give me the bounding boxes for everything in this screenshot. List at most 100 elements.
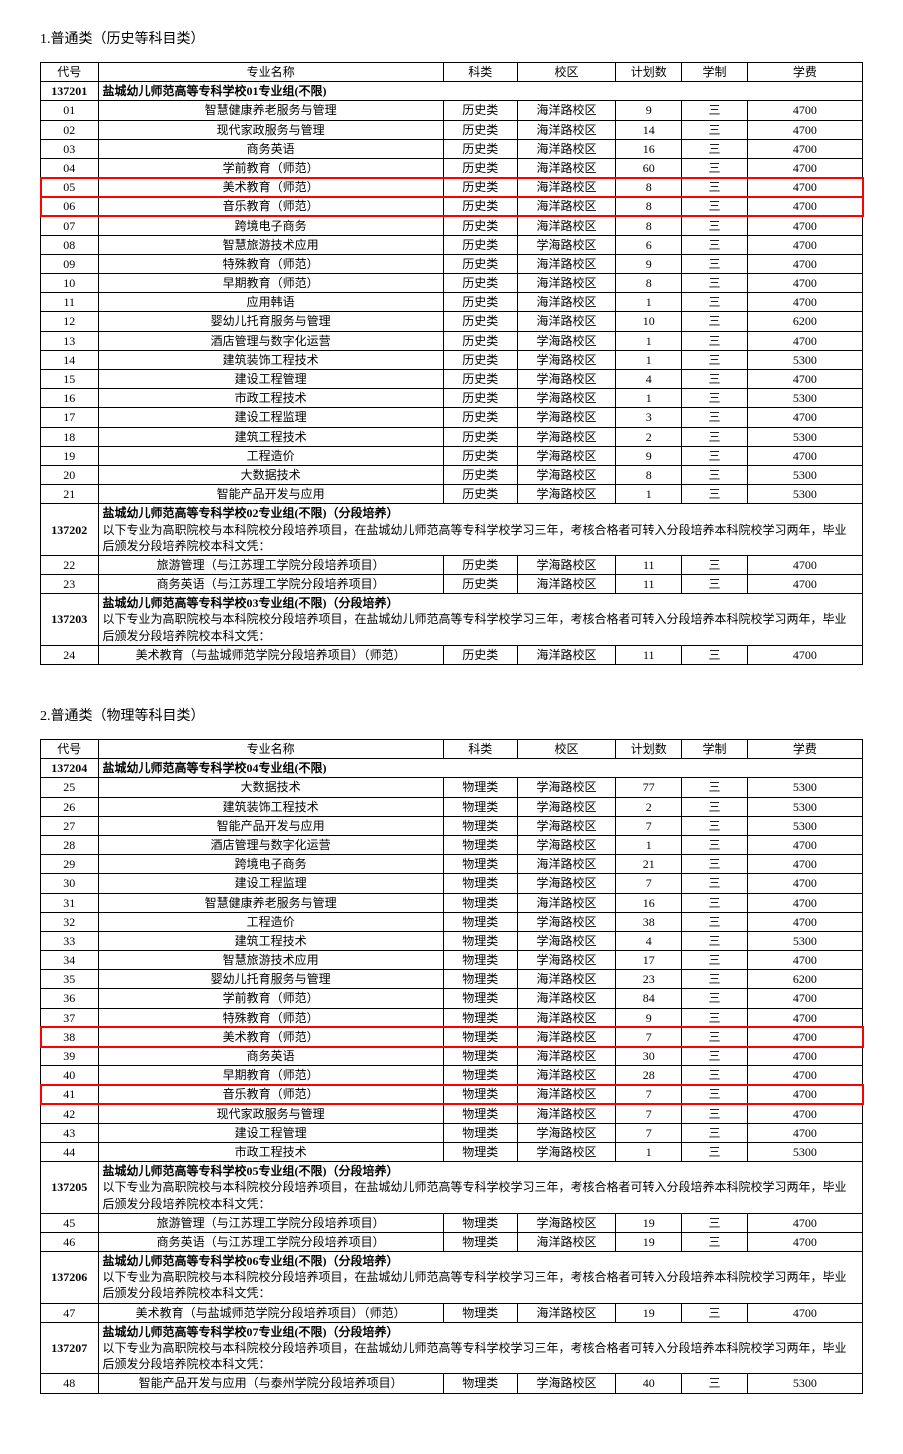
- cell-cat: 历史类: [443, 293, 517, 312]
- cell-code: 44: [41, 1142, 99, 1161]
- table-row: 42现代家政服务与管理物理类海洋路校区7三4700: [41, 1104, 863, 1123]
- cell-code: 26: [41, 797, 99, 816]
- table-row: 17建设工程监理历史类学海路校区3三4700: [41, 408, 863, 427]
- cell-fee: 4700: [747, 274, 862, 293]
- cell-code: 30: [41, 874, 99, 893]
- cell-cat: 历史类: [443, 645, 517, 664]
- cell-plan: 7: [616, 1123, 682, 1142]
- table-row: 11应用韩语历史类海洋路校区1三4700: [41, 293, 863, 312]
- cell-year: 三: [682, 989, 748, 1008]
- cell-year: 三: [682, 158, 748, 177]
- cell-plan: 9: [616, 254, 682, 273]
- cell-plan: 1: [616, 835, 682, 854]
- cell-cat: 历史类: [443, 370, 517, 389]
- cell-cat: 物理类: [443, 1104, 517, 1123]
- cell-cat: 历史类: [443, 197, 517, 216]
- cell-year: 三: [682, 331, 748, 350]
- table-row: 20大数据技术历史类学海路校区8三5300: [41, 465, 863, 484]
- cell-year: 三: [682, 835, 748, 854]
- group-row: 137203盐城幼儿师范高等专科学校03专业组(不限)（分段培养）以下专业为高职…: [41, 594, 863, 646]
- cell-year: 三: [682, 855, 748, 874]
- cell-plan: 1: [616, 350, 682, 369]
- cell-plan: 19: [616, 1303, 682, 1322]
- cell-name: 现代家政服务与管理: [98, 120, 443, 139]
- cell-plan: 9: [616, 1008, 682, 1027]
- col-name: 专业名称: [98, 740, 443, 759]
- cell-campus: 海洋路校区: [517, 1104, 616, 1123]
- cell-code: 08: [41, 235, 99, 254]
- cell-fee: 5300: [747, 389, 862, 408]
- section-title-1: 1.普通类（历史等科目类）: [40, 28, 863, 48]
- cell-year: 三: [682, 197, 748, 216]
- table-row: 02现代家政服务与管理历史类海洋路校区14三4700: [41, 120, 863, 139]
- cell-year: 三: [682, 970, 748, 989]
- cell-plan: 2: [616, 427, 682, 446]
- table-row: 16市政工程技术历史类学海路校区1三5300: [41, 389, 863, 408]
- table-row: 05美术教育（师范）历史类海洋路校区8三4700: [41, 178, 863, 197]
- cell-name: 旅游管理（与江苏理工学院分段培养项目）: [98, 555, 443, 574]
- cell-fee: 5300: [747, 931, 862, 950]
- cell-name: 早期教育（师范）: [98, 1066, 443, 1085]
- cell-year: 三: [682, 1066, 748, 1085]
- cell-campus: 海洋路校区: [517, 293, 616, 312]
- cell-name: 应用韩语: [98, 293, 443, 312]
- cell-cat: 物理类: [443, 778, 517, 797]
- cell-fee: 5300: [747, 1374, 862, 1393]
- cell-cat: 历史类: [443, 408, 517, 427]
- cell-campus: 学海路校区: [517, 235, 616, 254]
- cell-cat: 历史类: [443, 274, 517, 293]
- cell-campus: 学海路校区: [517, 835, 616, 854]
- cell-campus: 海洋路校区: [517, 312, 616, 331]
- cell-year: 三: [682, 427, 748, 446]
- cell-name: 智慧旅游技术应用: [98, 235, 443, 254]
- cell-campus: 学海路校区: [517, 874, 616, 893]
- cell-code: 03: [41, 139, 99, 158]
- cell-code: 24: [41, 645, 99, 664]
- cell-cat: 历史类: [443, 312, 517, 331]
- cell-cat: 物理类: [443, 797, 517, 816]
- cell-name: 建筑装饰工程技术: [98, 350, 443, 369]
- cell-year: 三: [682, 446, 748, 465]
- cell-plan: 19: [616, 1232, 682, 1251]
- cell-campus: 海洋路校区: [517, 216, 616, 235]
- cell-campus: 海洋路校区: [517, 575, 616, 594]
- cell-campus: 学海路校区: [517, 370, 616, 389]
- cell-plan: 7: [616, 1104, 682, 1123]
- cell-year: 三: [682, 216, 748, 235]
- cell-cat: 物理类: [443, 1066, 517, 1085]
- cell-plan: 9: [616, 101, 682, 120]
- cell-cat: 历史类: [443, 575, 517, 594]
- group-code: 137203: [41, 594, 99, 646]
- cell-name: 智能产品开发与应用（与泰州学院分段培养项目）: [98, 1374, 443, 1393]
- cell-cat: 历史类: [443, 446, 517, 465]
- cell-campus: 海洋路校区: [517, 989, 616, 1008]
- cell-year: 三: [682, 370, 748, 389]
- cell-campus: 学海路校区: [517, 427, 616, 446]
- cell-name: 工程造价: [98, 446, 443, 465]
- cell-year: 三: [682, 1008, 748, 1027]
- cell-code: 38: [41, 1027, 99, 1046]
- cell-campus: 学海路校区: [517, 350, 616, 369]
- cell-campus: 海洋路校区: [517, 1232, 616, 1251]
- cell-cat: 历史类: [443, 350, 517, 369]
- cell-plan: 17: [616, 951, 682, 970]
- cell-name: 美术教育（师范）: [98, 1027, 443, 1046]
- cell-year: 三: [682, 408, 748, 427]
- cell-year: 三: [682, 645, 748, 664]
- cell-cat: 物理类: [443, 874, 517, 893]
- cell-code: 40: [41, 1066, 99, 1085]
- cell-year: 三: [682, 874, 748, 893]
- cell-cat: 物理类: [443, 1047, 517, 1066]
- col-plan: 计划数: [616, 740, 682, 759]
- group-title: 盐城幼儿师范高等专科学校03专业组(不限)（分段培养）以下专业为高职院校与本科院…: [98, 594, 862, 646]
- cell-code: 09: [41, 254, 99, 273]
- col-cat: 科类: [443, 63, 517, 82]
- cell-name: 音乐教育（师范）: [98, 1085, 443, 1104]
- cell-cat: 历史类: [443, 235, 517, 254]
- cell-name: 商务英语（与江苏理工学院分段培养项目）: [98, 575, 443, 594]
- cell-campus: 海洋路校区: [517, 158, 616, 177]
- cell-campus: 海洋路校区: [517, 1027, 616, 1046]
- cell-fee: 4700: [747, 216, 862, 235]
- cell-year: 三: [682, 178, 748, 197]
- cell-name: 音乐教育（师范）: [98, 197, 443, 216]
